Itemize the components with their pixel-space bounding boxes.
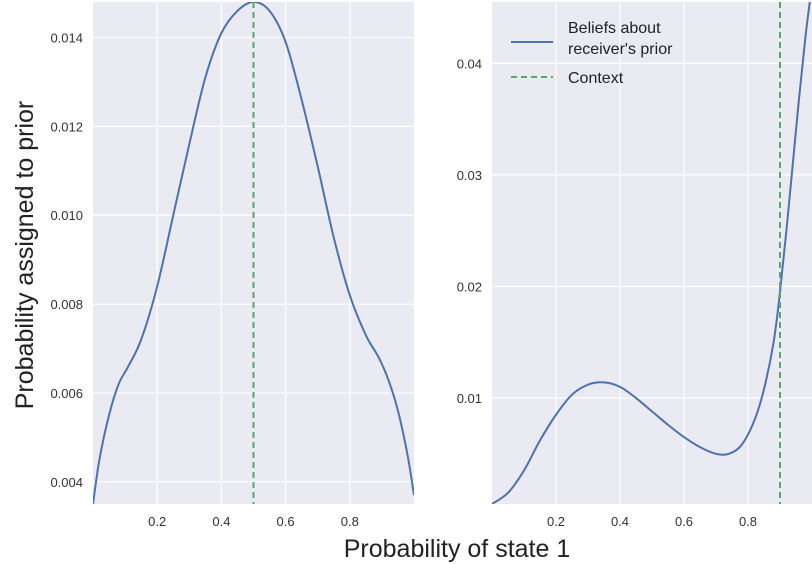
y-tick-label: 0.03: [457, 168, 482, 183]
y-tick-label: 0.006: [50, 386, 83, 401]
x-tick-label: 0.8: [739, 514, 757, 529]
x-tick-label: 0.6: [675, 514, 693, 529]
left-panel-ticks: 0.2 0.4 0.6 0.8 0.004 0.006 0.008 0.010 0.012 0.0…: [50, 31, 358, 529]
x-tick-label: 0.4: [611, 514, 629, 529]
y-tick-label: 0.014: [50, 31, 83, 46]
legend-label-beliefs-line2: receiver's prior: [568, 41, 673, 58]
y-tick-label: 0.004: [50, 475, 83, 490]
right-panel-plot: [492, 2, 811, 504]
x-tick-label: 0.4: [212, 514, 230, 529]
x-tick-label: 0.2: [547, 514, 565, 529]
beliefs-curve: [492, 2, 811, 504]
x-tick-label: 0.6: [277, 514, 295, 529]
right-panel-grid: [492, 2, 812, 504]
left-panel: 0.2 0.4 0.6 0.8 0.004 0.006 0.008 0.010 0.012 0.0…: [50, 2, 414, 529]
right-panel: 0.2 0.4 0.6 0.8 0.01 0.02 0.03 0.04: [457, 2, 812, 529]
x-tick-label: 0.2: [148, 514, 166, 529]
right-panel-ticks: 0.2 0.4 0.6 0.8 0.01 0.02 0.03 0.04: [457, 56, 757, 529]
y-axis-label: Probability assigned to prior: [11, 101, 39, 410]
y-tick-label: 0.012: [50, 119, 83, 134]
y-tick-label: 0.02: [457, 279, 482, 294]
legend: Beliefs about receiver's prior Context: [511, 20, 673, 87]
y-tick-label: 0.01: [457, 391, 482, 406]
legend-label-context: Context: [568, 70, 624, 87]
y-tick-label: 0.04: [457, 56, 482, 71]
x-axis-label: Probability of state 1: [344, 535, 571, 563]
x-tick-label: 0.8: [341, 514, 359, 529]
right-panel-background: [492, 2, 812, 504]
legend-label-beliefs-line1: Beliefs about: [568, 20, 661, 37]
y-tick-label: 0.008: [50, 297, 83, 312]
y-tick-label: 0.010: [50, 208, 83, 223]
left-panel-plot: [93, 2, 414, 504]
